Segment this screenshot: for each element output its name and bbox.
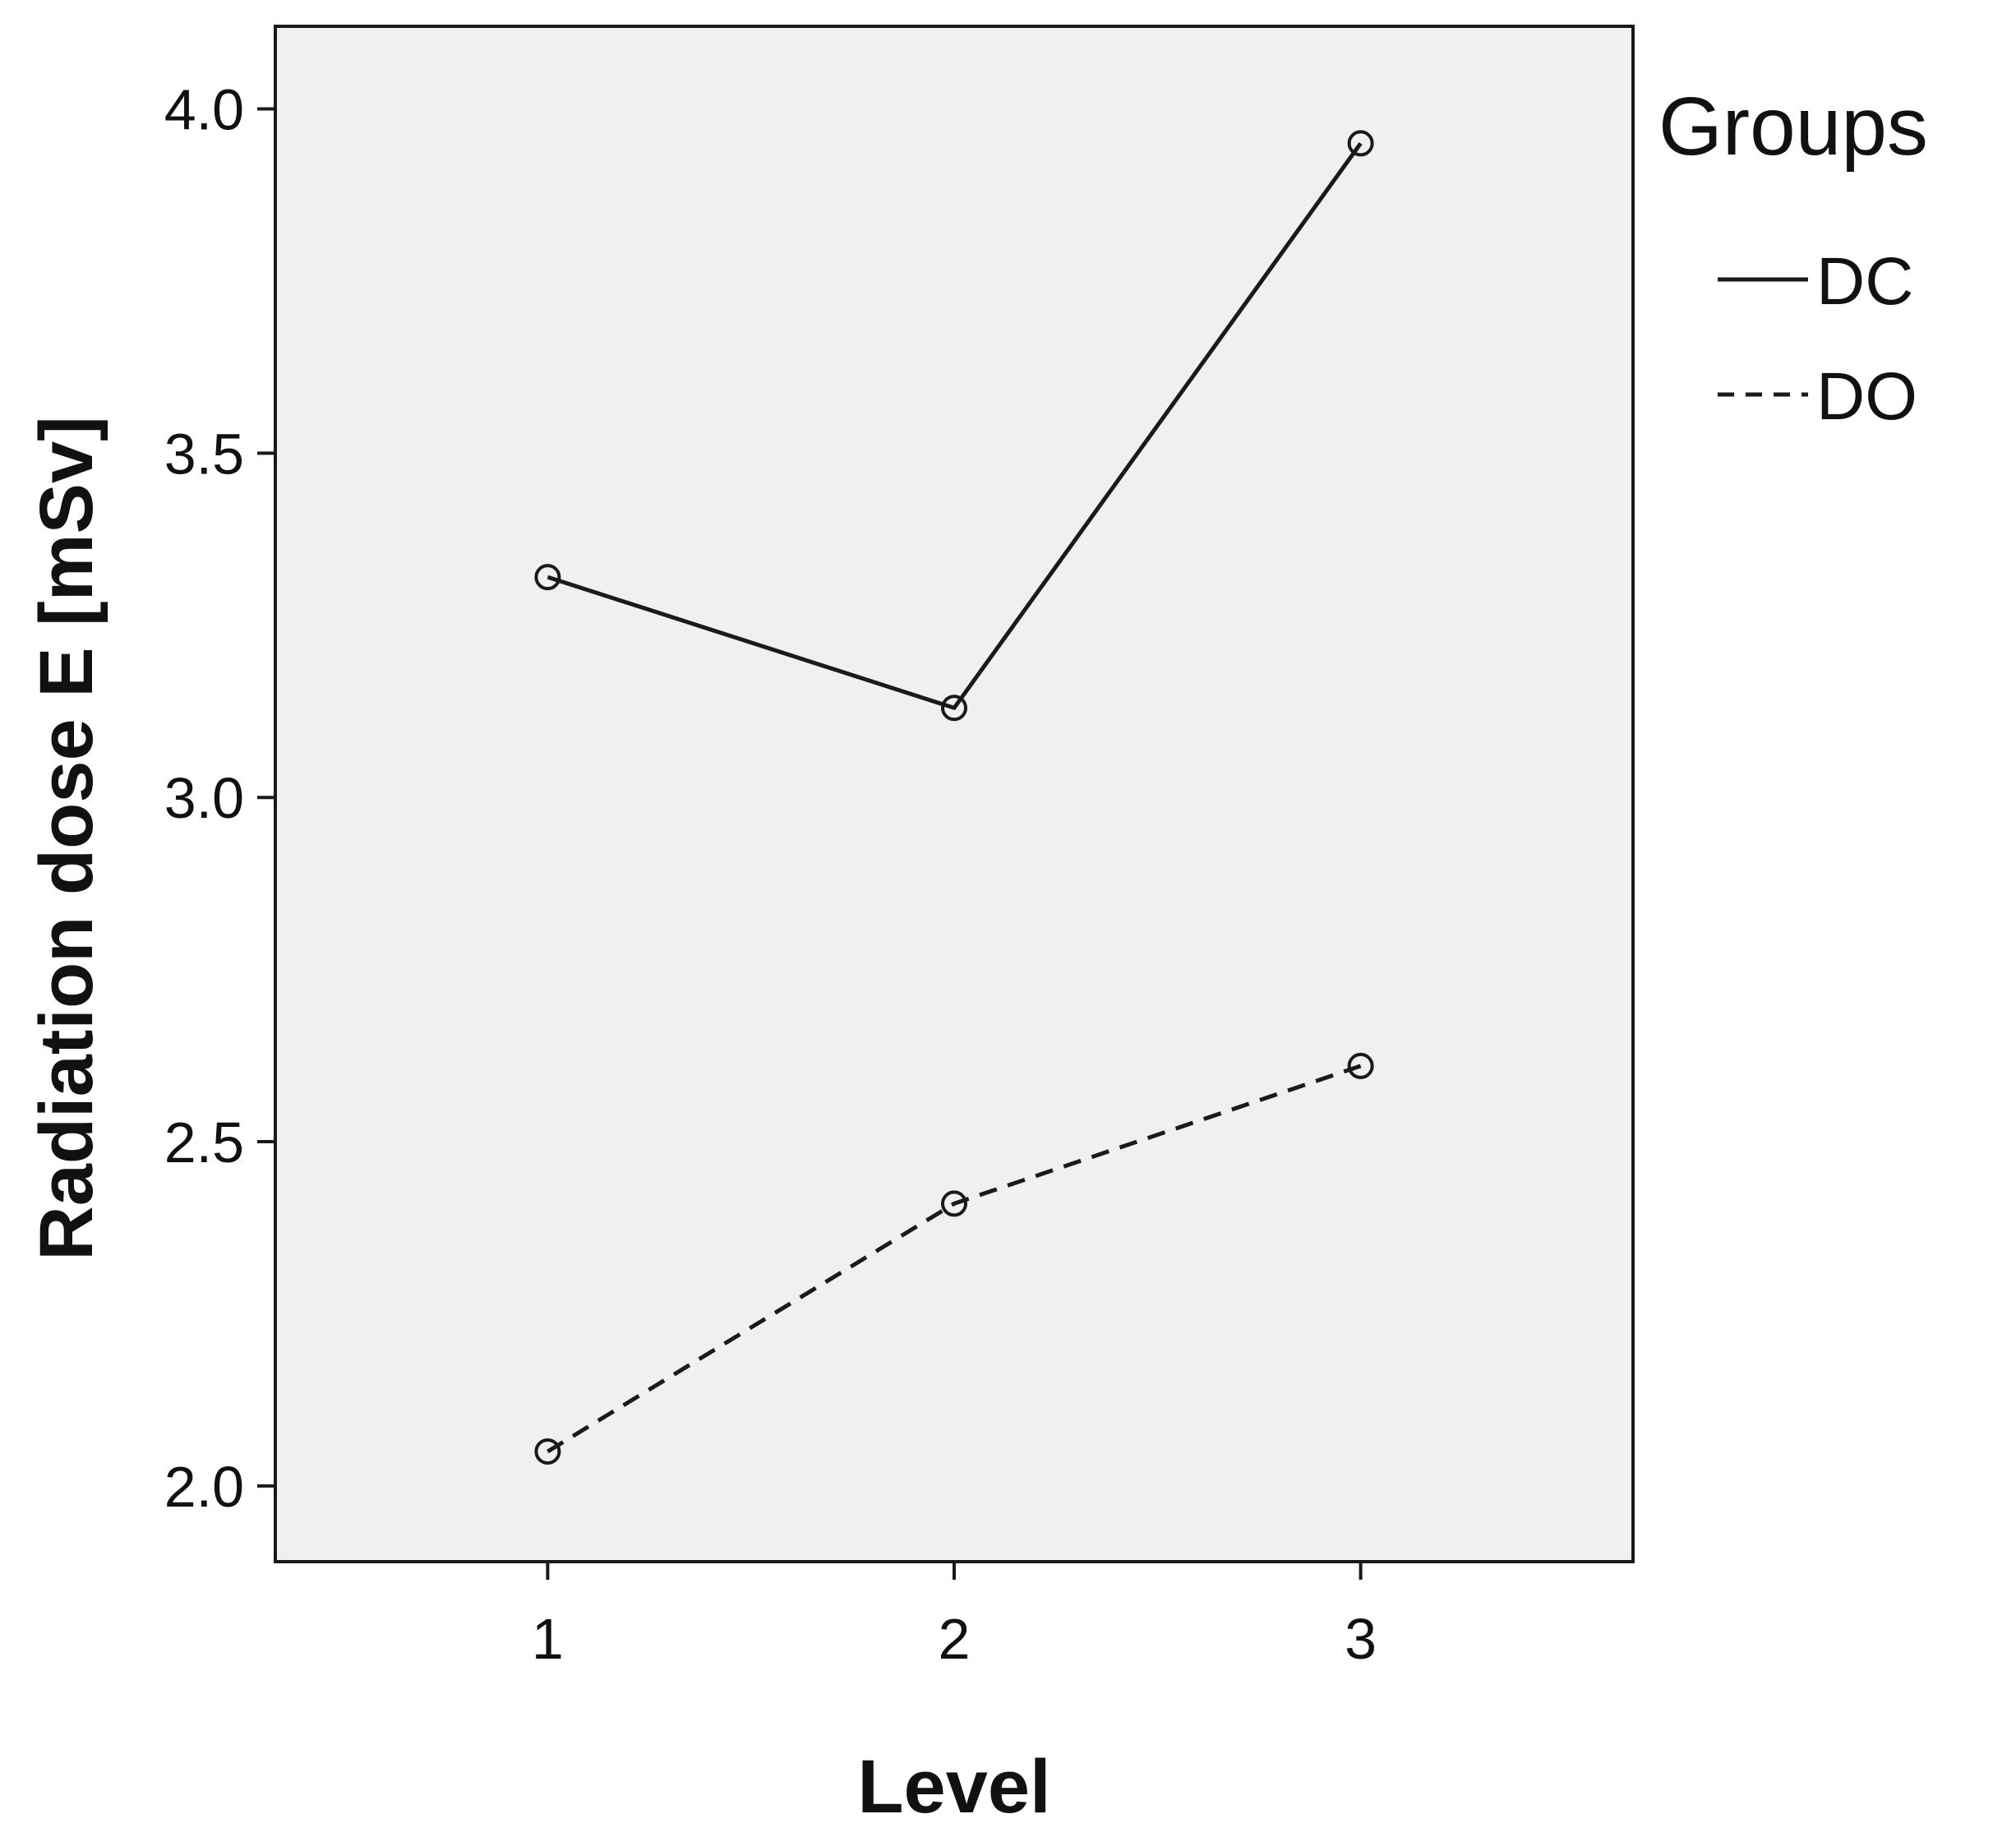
y-tick-label: 3.5 — [164, 422, 244, 486]
y-tick-label: 2.0 — [164, 1455, 244, 1519]
data-point-do — [1347, 1052, 1374, 1079]
data-point-dc — [941, 695, 967, 722]
y-axis-ticks: 2.0 2.5 3.0 3.5 4.0 — [164, 78, 275, 1519]
legend: Groups DC DO — [1658, 81, 1928, 434]
x-tick-label: 3 — [1345, 1607, 1377, 1671]
x-axis-title: Level — [857, 1745, 1050, 1829]
series-line-dc — [547, 141, 1363, 710]
series-layer — [534, 130, 1374, 1465]
legend-title: Groups — [1658, 81, 1928, 173]
x-axis-ticks: 1 2 3 — [532, 1562, 1377, 1671]
x-tick-label: 2 — [939, 1607, 971, 1671]
legend-label-do: DO — [1816, 359, 1917, 434]
y-axis-title: Radiation dose E [mSv] — [25, 416, 108, 1261]
legend-items: DC DO — [1718, 244, 1917, 434]
data-point-do — [534, 1438, 561, 1465]
legend-label-dc: DC — [1816, 244, 1913, 319]
data-point-dc — [1347, 130, 1374, 157]
y-tick-label: 3.0 — [164, 766, 244, 830]
x-tick-label: 1 — [532, 1607, 564, 1671]
y-tick-label: 4.0 — [164, 78, 244, 142]
y-tick-label: 2.5 — [164, 1110, 244, 1175]
data-point-dc — [534, 564, 561, 591]
plot-area — [274, 25, 1635, 1563]
series-line-do — [547, 1064, 1362, 1454]
data-point-do — [941, 1190, 967, 1217]
